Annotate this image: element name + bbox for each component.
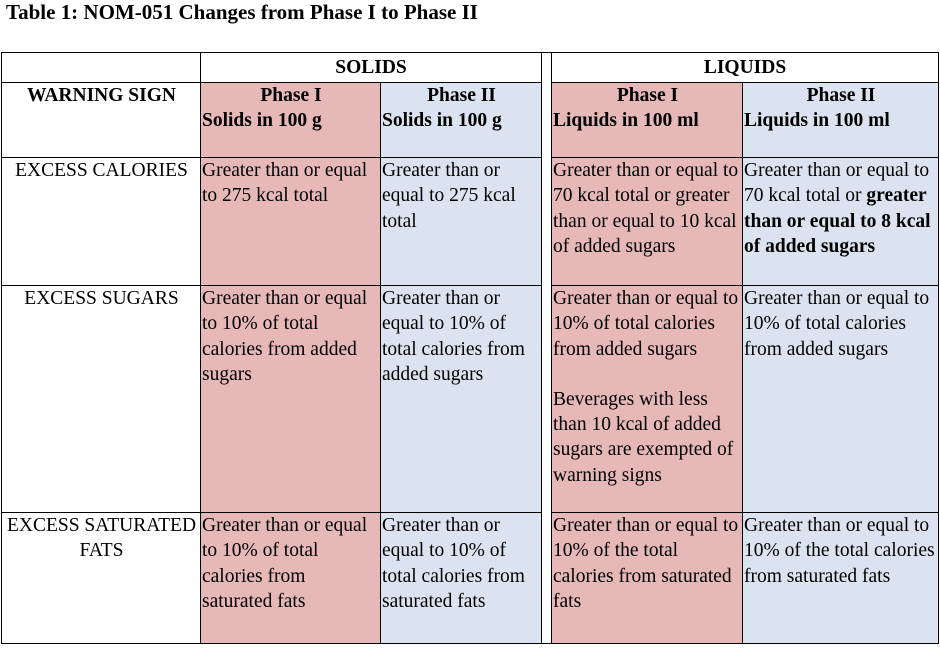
exemption-note: Beverages with less than 10 kcal of adde…	[553, 388, 734, 486]
cell-liquids-phase2: Greater than or equal to 10% of the tota…	[742, 512, 939, 644]
cell-solids-phase2: Greater than or equal to 10% of total ca…	[380, 285, 542, 513]
group-liquids: LIQUIDS	[551, 52, 939, 83]
header-warning-sign: WARNING SIGN	[1, 82, 201, 158]
table-row: EXCESS CALORIES Greater than or equal to…	[1, 157, 939, 286]
unit-label: Solids in 100 g	[202, 110, 322, 132]
header-liquids-phase2: Phase II Liquids in 100 ml	[742, 82, 939, 158]
column-header-row: WARNING SIGN Phase I Solids in 100 g Pha…	[1, 82, 939, 158]
unit-label: Liquids in 100 ml	[553, 110, 699, 132]
unit-label: Solids in 100 g	[382, 110, 502, 132]
phase-label: Phase I	[260, 85, 322, 106]
changed-threshold-text: greater than or equal to 8 kcal of added…	[744, 185, 931, 257]
cell-solids-phase2: Greater than or equal to 10% of total ca…	[380, 512, 542, 644]
cell-liquids-phase1: Greater than or equal to 10% of total ca…	[551, 285, 743, 513]
cell-liquids-phase2: Greater than or equal to 70 kcal total o…	[742, 157, 939, 286]
cell-liquids-phase1: Greater than or equal to 70 kcal total o…	[551, 157, 743, 286]
cell-solids-phase2: Greater than or equal to 275 kcal total	[380, 157, 542, 286]
row-label-excess-calories: EXCESS CALORIES	[1, 157, 201, 286]
cell-text: Greater than or equal to 10% of total ca…	[553, 288, 739, 360]
unit-label: Liquids in 100 ml	[744, 110, 890, 132]
cell-solids-phase1: Greater than or equal to 275 kcal total	[200, 157, 381, 286]
group-solids: SOLIDS	[200, 52, 542, 83]
table-row: EXCESS SATURATED FATS Greater than or eq…	[1, 512, 939, 644]
group-header-row: SOLIDS LIQUIDS	[1, 52, 939, 644]
cell-liquids-phase2: Greater than or equal to 10% of total ca…	[742, 285, 939, 513]
nom-051-table: SOLIDS LIQUIDS WARNING SIGN Phase I Soli…	[1, 52, 939, 644]
phase-label: Phase II	[806, 85, 876, 106]
table-title: Table 1: NOM-051 Changes from Phase I to…	[6, 0, 478, 24]
header-solids-phase2: Phase II Solids in 100 g	[380, 82, 542, 158]
cell-liquids-phase1: Greater than or equal to 10% of the tota…	[551, 512, 743, 644]
header-liquids-phase1: Phase I Liquids in 100 ml	[551, 82, 743, 158]
header-solids-phase1: Phase I Solids in 100 g	[200, 82, 381, 158]
row-label-excess-saturated-fats: EXCESS SATURATED FATS	[1, 512, 201, 644]
cell-solids-phase1: Greater than or equal to 10% of total ca…	[200, 512, 381, 644]
row-label-excess-sugars: EXCESS SUGARS	[1, 285, 201, 513]
empty-corner-cell	[1, 52, 201, 83]
phase-label: Phase I	[616, 85, 679, 106]
cell-solids-phase1: Greater than or equal to 10% of total ca…	[200, 285, 381, 513]
phase-label: Phase II	[427, 85, 496, 106]
table-row: EXCESS SUGARS Greater than or equal to 1…	[1, 285, 939, 513]
cell-text: Greater than or equal to 70 kcal total o…	[744, 160, 930, 207]
column-separator	[541, 52, 552, 644]
